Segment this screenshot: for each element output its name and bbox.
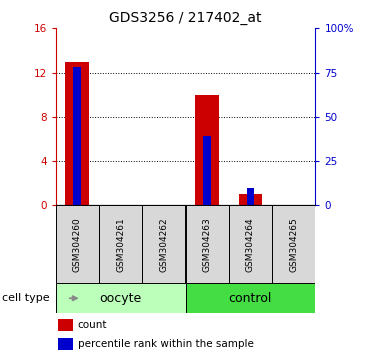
Bar [65, 62, 89, 205]
Text: GSM304260: GSM304260 [73, 217, 82, 272]
Text: control: control [229, 292, 272, 305]
Bar [229, 205, 272, 283]
Text: GSM304264: GSM304264 [246, 217, 255, 272]
Bar [186, 283, 315, 313]
Text: count: count [78, 320, 107, 330]
Text: cell type: cell type [2, 293, 49, 303]
Bar [58, 319, 73, 331]
Text: GSM304262: GSM304262 [160, 217, 168, 272]
Text: percentile rank within the sample: percentile rank within the sample [78, 339, 254, 349]
Bar [195, 95, 219, 205]
Text: GSM304265: GSM304265 [289, 217, 298, 272]
Bar [142, 205, 186, 283]
Bar [272, 205, 315, 283]
Bar [239, 194, 262, 205]
Bar [246, 188, 255, 205]
Bar [56, 283, 186, 313]
Bar [186, 205, 229, 283]
Bar [58, 338, 73, 350]
Bar [203, 136, 211, 205]
Title: GDS3256 / 217402_at: GDS3256 / 217402_at [109, 11, 262, 24]
Bar [73, 67, 81, 205]
Bar [56, 205, 99, 283]
Text: GSM304261: GSM304261 [116, 217, 125, 272]
Bar [99, 205, 142, 283]
Text: GSM304263: GSM304263 [203, 217, 211, 272]
Text: oocyte: oocyte [99, 292, 142, 305]
